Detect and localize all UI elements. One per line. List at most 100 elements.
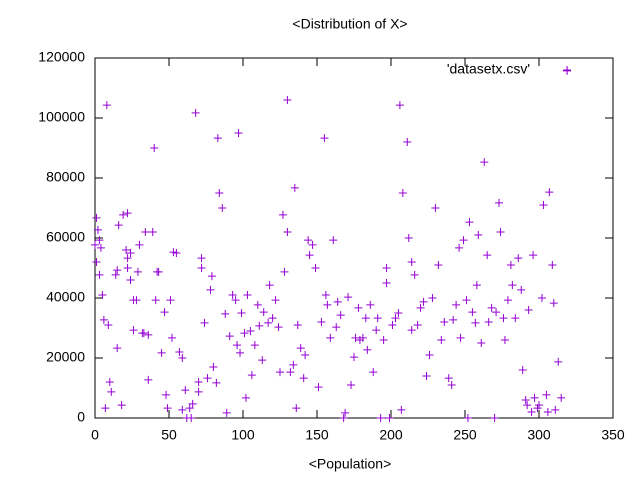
point — [191, 108, 200, 117]
point — [321, 291, 330, 299]
x-axis-label: <Population> — [309, 456, 392, 472]
point — [341, 408, 350, 417]
x-tick-label: 150 — [305, 427, 329, 443]
point — [490, 414, 499, 422]
point — [222, 408, 231, 417]
point — [264, 318, 273, 327]
legend-label: 'datasetx.csv' — [447, 61, 530, 77]
point — [114, 221, 123, 230]
x-tick-label: 300 — [527, 427, 551, 443]
point — [231, 296, 240, 305]
point — [320, 134, 329, 143]
point — [299, 374, 308, 383]
point — [178, 405, 187, 414]
point — [304, 236, 313, 245]
point — [468, 308, 477, 317]
point — [474, 231, 483, 239]
point — [535, 401, 543, 410]
point — [162, 390, 171, 399]
point — [499, 314, 508, 323]
point — [382, 264, 391, 272]
point — [391, 314, 400, 323]
point — [447, 381, 456, 389]
y-tick-label: 120000 — [38, 49, 85, 65]
point — [215, 189, 224, 197]
point — [157, 348, 166, 357]
point — [524, 306, 533, 314]
point — [373, 314, 382, 323]
point — [554, 357, 563, 366]
point — [95, 236, 104, 245]
point — [379, 336, 388, 344]
point — [329, 236, 338, 245]
point — [425, 351, 434, 359]
point — [151, 296, 160, 305]
point — [523, 401, 532, 410]
point — [123, 254, 132, 263]
y-tick-label: 60000 — [46, 229, 85, 245]
point — [350, 353, 358, 362]
point — [197, 264, 206, 272]
point — [286, 368, 295, 377]
point — [437, 336, 446, 344]
point — [247, 371, 256, 380]
point — [413, 321, 422, 329]
point — [444, 374, 453, 383]
point — [398, 189, 407, 197]
point — [456, 333, 465, 342]
point — [212, 378, 221, 387]
point — [323, 300, 332, 309]
point — [271, 296, 280, 305]
point — [178, 354, 187, 362]
point — [276, 368, 284, 377]
point — [274, 323, 283, 332]
point — [382, 279, 391, 287]
point — [539, 201, 548, 209]
point — [503, 296, 512, 305]
point — [336, 311, 345, 320]
point — [113, 266, 122, 275]
point — [107, 387, 116, 396]
point — [527, 408, 536, 416]
point — [407, 258, 416, 266]
point — [492, 308, 501, 317]
point — [317, 318, 326, 326]
point — [237, 309, 246, 317]
point — [250, 341, 259, 350]
point — [484, 318, 493, 326]
point — [314, 383, 323, 392]
point — [255, 321, 264, 330]
point — [160, 308, 169, 317]
point — [530, 393, 539, 402]
point — [495, 198, 504, 207]
x-tick-label: 0 — [91, 427, 99, 443]
point — [253, 300, 262, 309]
point — [397, 405, 406, 414]
point — [236, 348, 245, 357]
point — [463, 414, 472, 422]
point — [404, 234, 413, 242]
point — [209, 363, 218, 371]
point — [347, 381, 356, 389]
point — [407, 326, 416, 335]
point — [551, 405, 560, 414]
point — [218, 204, 227, 212]
point — [361, 314, 370, 323]
point — [440, 318, 449, 326]
point — [366, 300, 375, 309]
point — [194, 378, 203, 386]
point — [95, 270, 104, 279]
point — [410, 270, 419, 279]
point — [480, 158, 489, 167]
point — [92, 258, 101, 266]
point — [101, 404, 110, 413]
point — [548, 261, 557, 269]
point — [203, 374, 212, 383]
point — [117, 401, 126, 410]
y-tick-label: 80000 — [46, 169, 85, 185]
y-tick-label: 40000 — [46, 289, 85, 305]
point — [268, 314, 277, 323]
point — [471, 318, 480, 327]
x-tick-label: 50 — [161, 427, 177, 443]
point — [126, 249, 135, 257]
